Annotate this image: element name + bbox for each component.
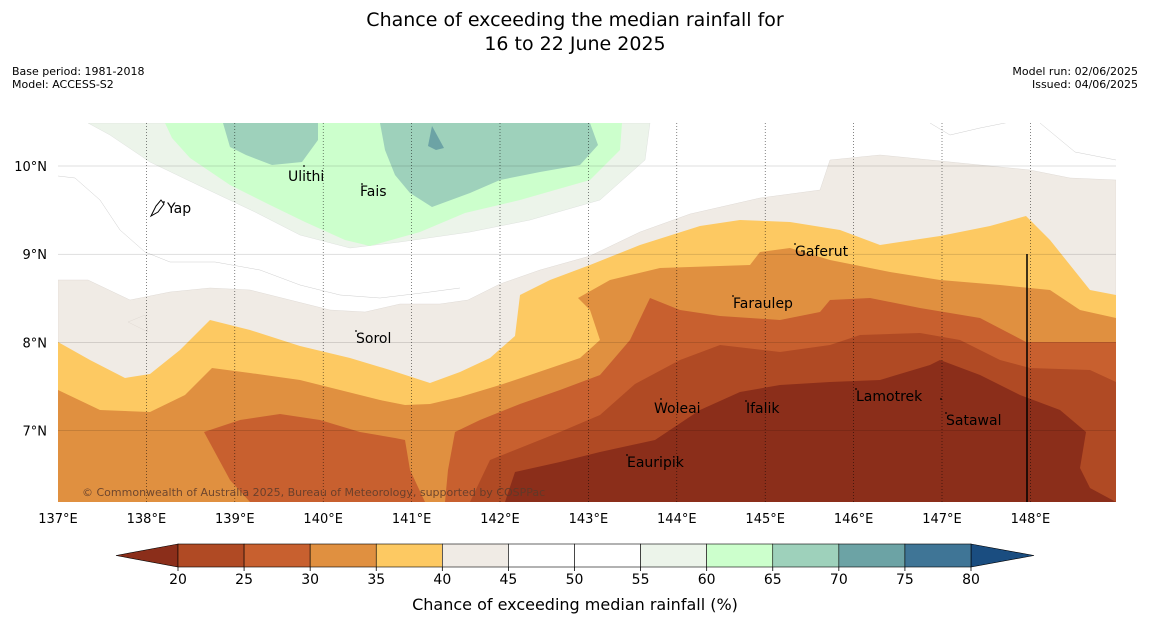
lon-tick-label: 139°E [215,512,255,527]
lon-tick-label: 146°E [834,512,874,527]
issued-text: Issued: 04/06/2025 [1031,78,1138,91]
colorbar-over-arrow [970,543,1035,568]
contour-line-b [929,123,1116,161]
island-dot [855,388,857,390]
colorbar: 20 25 30 35 40 45 50 55 60 65 70 75 80 Chance of exce… [115,543,1035,614]
island-dot [745,400,747,402]
meta-left: Base period: 1981-2018 Model: ACCESS-S2 [12,65,144,91]
colorbar-tick-label: 75 [896,572,914,588]
colorbar-tick-label: 30 [301,572,319,588]
place-label-ifalik: Ifalik [746,401,780,417]
contour-layer [58,123,1116,502]
contour-line-c [127,314,149,333]
colorbar-segment [904,543,972,568]
colorbar-tick-label: 80 [962,572,980,588]
colorbar-segment [706,543,774,568]
colorbar-segment [508,543,575,568]
lat-tick-label: 7°N [23,425,48,440]
island-dot [163,201,165,203]
colorbar-tick-label: 70 [830,572,848,588]
place-label-woleai: Woleai [654,401,701,417]
colorbar-tick-label: 35 [367,572,385,588]
place-label-lamotrek: Lamotrek [856,389,923,405]
place-labels: Yap Ulithi Fais Gaferut Faraulep Sorol Lamotre… [163,165,1001,471]
colorbar-segment [640,543,707,568]
island-dot [945,412,947,414]
place-label-eauripik: Eauripik [627,455,685,471]
lon-tick-label: 142°E [480,512,520,527]
latitude-labels: 10°N 9°N 8°N 7°N [14,160,47,440]
lon-tick-label: 141°E [392,512,432,527]
title-line-2: 16 to 22 June 2025 [484,33,666,55]
colorbar-tick-label: 25 [235,572,253,588]
contour-70-75 [428,126,444,150]
colorbar-segment [177,543,245,568]
contour-below-20 [505,360,1116,502]
colorbar-tick-label: 45 [500,572,518,588]
island-dot [794,243,796,245]
lon-tick-label: 148°E [1011,512,1051,527]
colorbar-segment [574,543,641,568]
island-dot [361,183,363,185]
lon-tick-label: 144°E [657,512,697,527]
lat-tick-label: 8°N [23,336,48,351]
place-label-yap: Yap [166,201,191,217]
title-line-1: Chance of exceeding the median rainfall … [366,9,784,31]
colorbar-title: Chance of exceeding median rainfall (%) [412,595,738,614]
colorbar-segment [375,543,443,568]
yap-island-shape [149,199,165,218]
colorbar-segment [838,543,906,568]
colorbar-tick-label: 60 [698,572,716,588]
base-period-text: Base period: 1981-2018 [12,65,145,78]
island-dot [355,330,357,332]
colorbar-segment [772,543,840,568]
colorbar-under-arrow [115,543,179,568]
place-label-gaferut: Gaferut [795,244,849,260]
contour-line-a [58,175,461,299]
island-dot [303,165,305,167]
colorbar-tick-label: 65 [764,572,782,588]
place-label-fais: Fais [360,184,387,200]
lon-tick-label: 137°E [38,512,78,527]
place-label-ulithi: Ulithi [288,169,324,185]
colorbar-segment [442,543,509,568]
meta-right: Model run: 02/06/2025 Issued: 04/06/2025 [1012,65,1138,91]
copyright-text: © Commonwealth of Australia 2025, Bureau… [82,486,545,499]
lat-tick-label: 10°N [14,160,47,175]
lat-tick-label: 9°N [23,248,48,263]
lon-tick-label: 140°E [303,512,343,527]
colorbar-tick-label: 50 [566,572,584,588]
colorbar-tick-label: 20 [169,572,187,588]
place-label-satawal: Satawal [946,413,1001,429]
colorbar-tick-label: 40 [433,572,451,588]
lon-tick-label: 145°E [745,512,785,527]
island-dot [732,295,734,297]
place-label-faraulep: Faraulep [733,296,793,312]
longitude-labels: 137°E 138°E 139°E 140°E 141°E 142°E 143°E 144°E… [38,512,1050,527]
colorbar-segment [309,543,377,568]
colorbar-segment [243,543,311,568]
model-text: Model: ACCESS-S2 [12,78,114,91]
lon-tick-label: 143°E [569,512,609,527]
lon-tick-label: 147°E [922,512,962,527]
map-title: Chance of exceeding the median rainfall … [0,8,1150,56]
contour-65-70 [223,123,318,165]
gridlines [58,123,1116,502]
place-label-sorol: Sorol [356,331,391,347]
colorbar-tick-label: 55 [632,572,650,588]
island-dot [940,398,942,400]
lon-tick-label: 138°E [127,512,167,527]
island-dot [660,398,662,400]
island-dot [626,454,628,456]
model-run-text: Model run: 02/06/2025 [1012,65,1138,78]
